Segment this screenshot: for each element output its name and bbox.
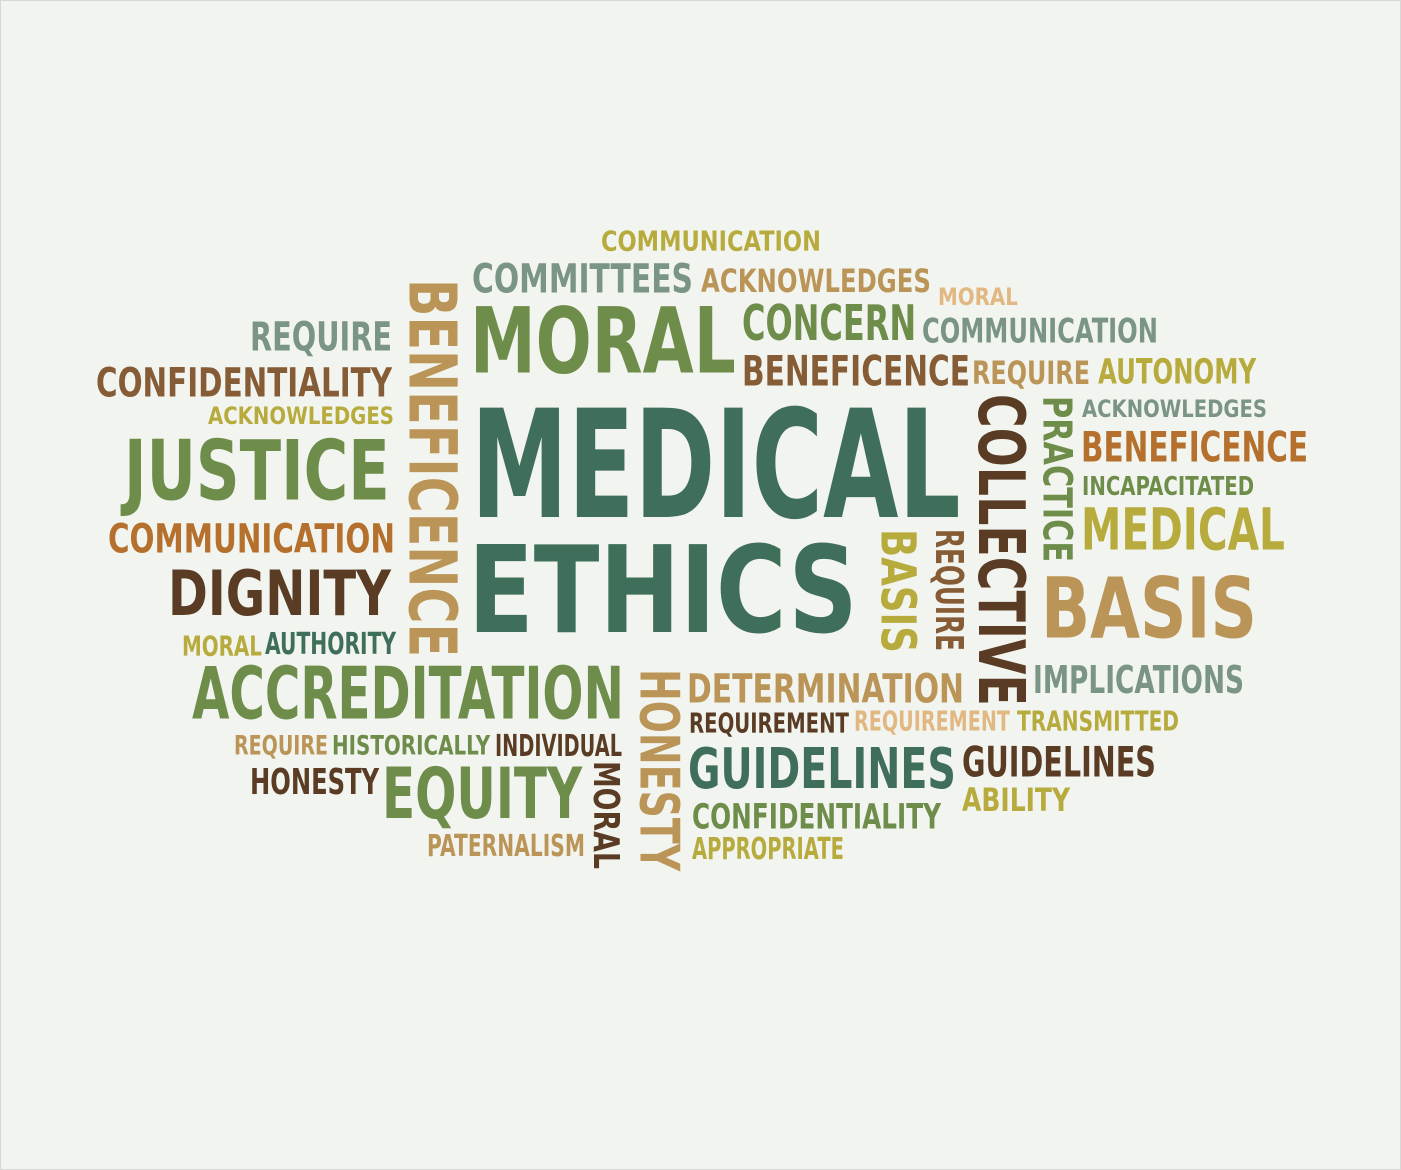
word-require: REQUIRE: [234, 729, 329, 762]
word-ability: ABILITY: [962, 781, 1071, 819]
word-committees: COMMITTEES: [472, 255, 693, 303]
word-practice: PRACTICE: [1033, 396, 1081, 563]
word-equity: EQUITY: [382, 752, 583, 835]
word-basis: BASIS: [870, 529, 927, 653]
word-basis: BASIS: [1041, 559, 1257, 658]
word-guidelines: GUIDELINES: [962, 737, 1156, 787]
word-accreditation: ACCREDITATION: [192, 651, 624, 736]
word-concern: CONCERN: [742, 294, 917, 352]
word-medical: MEDICAL: [1081, 495, 1285, 564]
word-appropriate: APPROPRIATE: [692, 831, 844, 867]
word-require: REQUIRE: [250, 313, 393, 361]
word-incapacitated: INCAPACITATED: [1082, 470, 1255, 502]
word-communication: COMMUNICATION: [601, 224, 821, 258]
word-acknowledges: ACKNOWLEDGES: [1082, 394, 1267, 423]
word-authority: AUTHORITY: [265, 626, 397, 662]
word-require: REQUIRE: [972, 354, 1091, 392]
word-honesty: HONESTY: [627, 669, 691, 872]
word-collective: COLLECTIVE: [963, 394, 1039, 706]
word-acknowledges: ACKNOWLEDGES: [208, 401, 394, 430]
word-moral: MORAL: [470, 287, 736, 395]
word-require: REQUIRE: [926, 529, 972, 652]
word-moral: MORAL: [182, 629, 262, 663]
word-determination: DETERMINATION: [687, 665, 965, 713]
word-implications: IMPLICATIONS: [1033, 657, 1245, 703]
word-autonomy: AUTONOMY: [1098, 350, 1257, 392]
word-justice: JUSTICE: [124, 422, 390, 520]
word-confidentiality: CONFIDENTIALITY: [692, 795, 941, 837]
word-requirement: REQUIREMENT: [854, 704, 1010, 738]
word-ethics: ETHICS: [468, 520, 858, 661]
word-individual: INDIVIDUAL: [495, 728, 622, 764]
word-transmitted: TRANSMITTED: [1017, 704, 1180, 738]
word-medical: MEDICAL: [471, 377, 961, 553]
word-requirement: REQUIREMENT: [689, 706, 849, 740]
word-historically: HISTORICALLY: [332, 729, 491, 762]
word-beneficence: BENEFICENCE: [393, 279, 471, 658]
word-moral: MORAL: [585, 761, 628, 869]
word-dignity: DIGNITY: [168, 557, 391, 630]
word-communication: COMMUNICATION: [108, 515, 395, 563]
word-beneficence: BENEFICENCE: [742, 346, 971, 396]
word-moral: MORAL: [938, 282, 1018, 311]
word-acknowledges: ACKNOWLEDGES: [701, 262, 931, 300]
word-communication: COMMUNICATION: [922, 310, 1158, 351]
word-honesty: HONESTY: [250, 760, 380, 803]
word-paternalism: PATERNALISM: [427, 828, 585, 864]
word-confidentiality: CONFIDENTIALITY: [96, 359, 392, 407]
word-beneficence: BENEFICENCE: [1081, 422, 1309, 472]
word-guidelines: GUIDELINES: [688, 735, 956, 802]
